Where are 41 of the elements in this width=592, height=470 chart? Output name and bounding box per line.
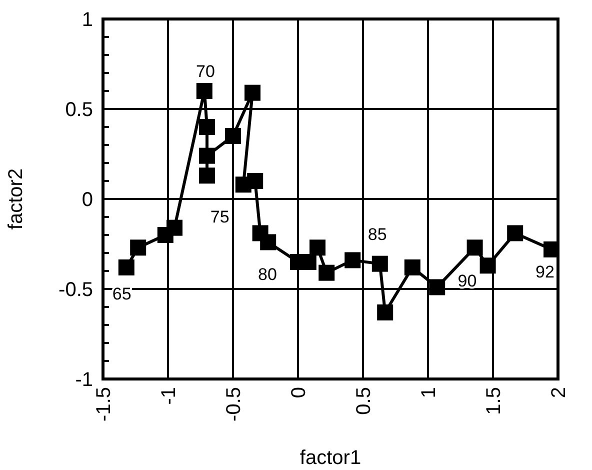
point: [377, 304, 394, 320]
y-tick-label: 0: [82, 189, 93, 211]
y-tick-label: -0.5: [58, 279, 93, 301]
point: [429, 279, 446, 296]
point: [318, 264, 335, 281]
annotation: 90: [458, 272, 477, 291]
point: [466, 240, 483, 256]
point: [225, 128, 241, 144]
x-tick-label: -1.5: [93, 387, 115, 422]
point: [260, 234, 276, 250]
point: [480, 258, 496, 274]
point: [507, 225, 524, 242]
point: [166, 220, 182, 236]
y-axis-title: factor2: [5, 168, 27, 230]
x-tick-label: 1.5: [483, 387, 505, 415]
point: [130, 240, 146, 256]
point: [199, 168, 215, 184]
annotation: 80: [258, 265, 277, 284]
x-tick-label: 0.5: [353, 387, 375, 415]
point: [247, 173, 264, 189]
x-tick-label: -1: [158, 387, 180, 405]
y-tick-label: 1: [82, 9, 93, 31]
annotation: 75: [210, 208, 230, 227]
x-tick-label: 2: [548, 387, 570, 398]
x-tick-label: -0.5: [223, 387, 245, 422]
point: [372, 256, 388, 272]
point: [404, 259, 420, 276]
point: [199, 148, 215, 164]
x-tick-label: 0: [288, 387, 310, 398]
x-tick-label: 1: [418, 387, 440, 398]
point: [310, 240, 326, 256]
point: [344, 252, 361, 268]
annotation: 85: [368, 224, 387, 244]
x-axis-title: factor1: [300, 447, 362, 469]
point: [199, 119, 215, 135]
y-tick-label: 0.5: [65, 99, 93, 121]
point: [196, 83, 212, 99]
point: [118, 259, 134, 276]
annotation: 70: [196, 62, 215, 81]
point: [244, 84, 260, 101]
annotation: 92: [536, 262, 554, 282]
